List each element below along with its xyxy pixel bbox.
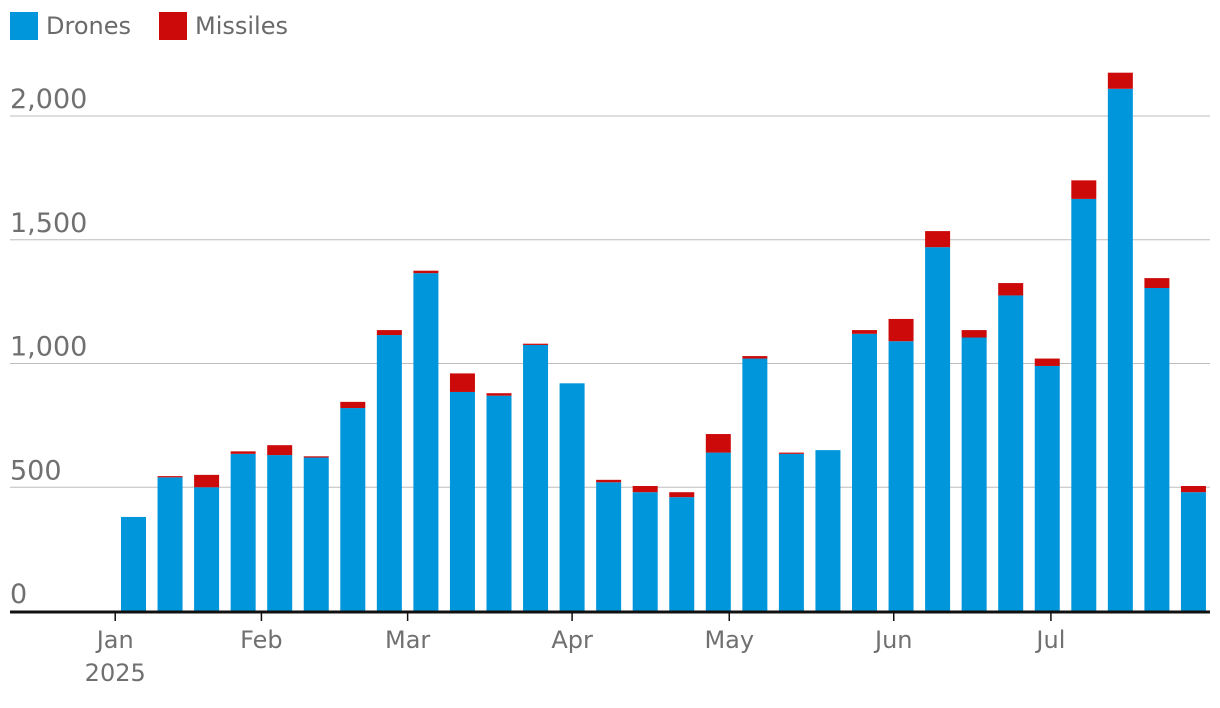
bar-missiles (1107, 72, 1133, 89)
bar-drones (194, 487, 220, 611)
bar-missiles (230, 451, 256, 454)
bar-missiles (852, 330, 877, 334)
bar-missiles (778, 452, 804, 454)
bar-missiles (157, 476, 183, 478)
bar-missiles (632, 486, 658, 493)
bar-drones (742, 358, 768, 611)
bar-missiles (194, 474, 220, 488)
bar-drones (413, 273, 439, 611)
bar-drones (888, 341, 914, 611)
legend-item-missiles: Missiles (158, 12, 288, 40)
x-tick-label: Jul (1034, 626, 1065, 654)
bar-drones (778, 453, 804, 611)
bar-missiles (413, 270, 439, 274)
bar-drones (121, 516, 146, 611)
bar-missiles (669, 492, 695, 498)
bar-drones (303, 457, 329, 611)
bar-drones (1180, 492, 1206, 611)
legend-item-drones: Drones (10, 12, 131, 40)
bar-missiles (523, 343, 549, 345)
y-tick-label: 1,500 (10, 208, 87, 239)
bar-drones (1107, 88, 1133, 611)
legend-swatch-missiles (158, 12, 187, 40)
bar-drones (632, 492, 658, 611)
bar-missiles (1144, 278, 1170, 289)
bar-missiles (742, 356, 768, 359)
bar-drones (559, 383, 585, 611)
bar-drones (1034, 365, 1060, 611)
bar-missiles (267, 445, 293, 456)
bar-missiles (596, 479, 622, 483)
bar-missiles (705, 434, 731, 453)
bar-drones (596, 482, 622, 611)
x-tick-label: May (704, 626, 754, 654)
bar-drones (705, 452, 731, 611)
bar-missiles (961, 330, 987, 338)
x-tick-label: Jun (873, 626, 913, 654)
bar-drones (669, 497, 695, 611)
bar-missiles (449, 373, 475, 392)
bar-missiles (376, 330, 402, 336)
bar-drones (815, 450, 841, 611)
y-tick-label: 1,000 (10, 332, 87, 363)
x-tick-label: Mar (385, 626, 430, 654)
bar-drones (157, 477, 183, 611)
bar-drones (925, 247, 951, 612)
x-tick-label: Feb (240, 626, 283, 654)
y-tick-label: 2,000 (10, 84, 87, 115)
bar-missiles (340, 401, 366, 409)
bar-drones (852, 333, 877, 611)
bar-drones (486, 395, 512, 611)
legend-swatch-drones (10, 12, 38, 40)
bar-missiles (998, 283, 1024, 296)
bar-drones (340, 408, 366, 611)
bar-missiles (1071, 180, 1097, 199)
bar-drones (267, 455, 293, 611)
y-tick-label: 0 (10, 579, 27, 610)
x-tick-sublabel: 2025 (85, 659, 146, 687)
bar-drones (1071, 198, 1097, 611)
bar-drones (523, 344, 549, 611)
bar-drones (449, 391, 475, 611)
legend-label-drones: Drones (46, 12, 131, 40)
y-tick-label: 500 (10, 455, 62, 486)
legend: Drones Missiles (10, 12, 288, 40)
bar-missiles (486, 393, 512, 396)
legend-label-missiles: Missiles (194, 12, 288, 40)
x-tick-label: Apr (551, 626, 593, 654)
bar-drones (230, 453, 256, 611)
bar-missiles (303, 456, 329, 458)
bar-drones (998, 295, 1024, 611)
bar-missiles (1180, 486, 1206, 493)
bar-drones (961, 337, 987, 611)
bar-drones (1144, 288, 1170, 611)
bar-missiles (1034, 358, 1060, 366)
bar-drones (376, 335, 402, 611)
x-tick-label: Jan (95, 626, 134, 654)
bar-missiles (888, 318, 914, 342)
bar-missiles (925, 231, 951, 248)
